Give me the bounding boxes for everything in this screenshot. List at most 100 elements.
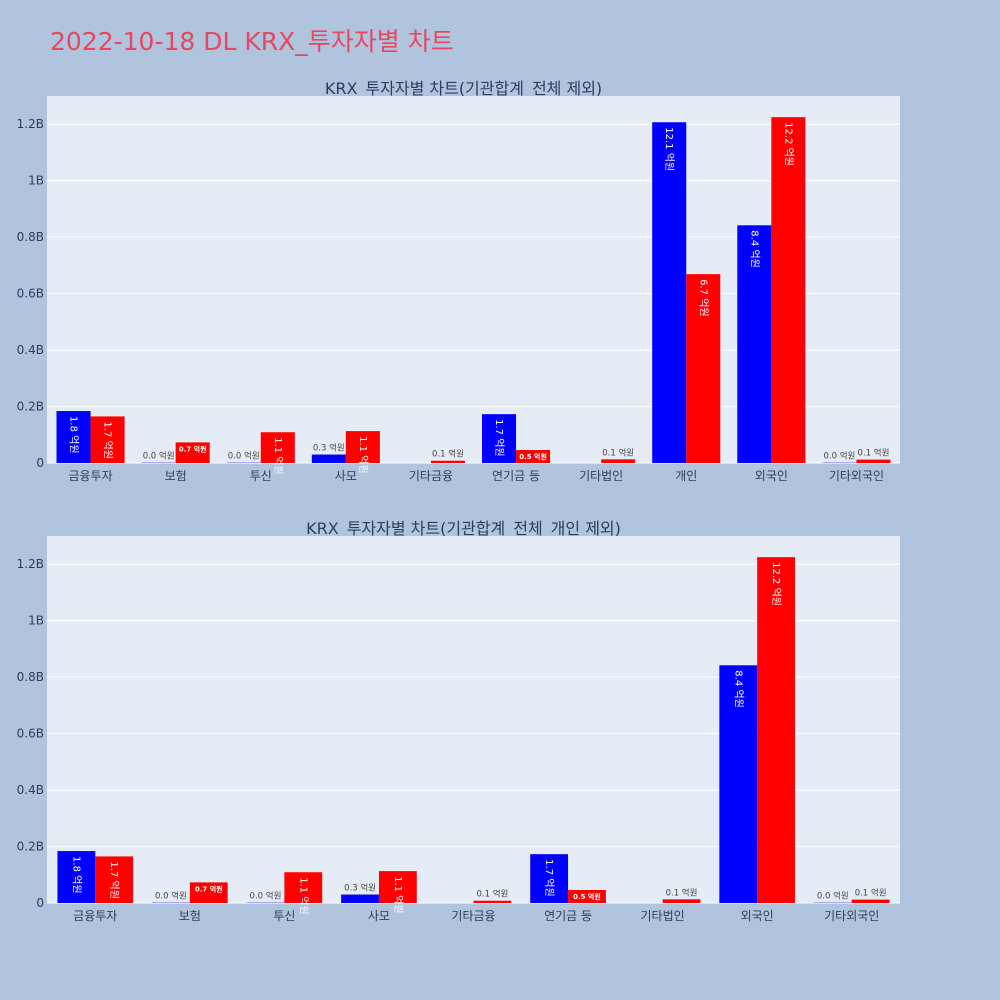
bar bbox=[430, 460, 465, 463]
bar bbox=[57, 851, 96, 903]
bar-label: 8.4 억원 bbox=[732, 670, 744, 707]
chart-institutional-excluded: KRX_투자자별 차트(기관합계_전체 제외) 0 0.2B 0.4B 0.6B 0.8B… bbox=[17, 79, 900, 483]
bar-label: 0.0 억원 bbox=[817, 891, 849, 902]
bar-label: 1.1 억원 bbox=[357, 436, 369, 473]
bar-label: 0.1 억원 bbox=[432, 449, 464, 460]
y-tick-label: 0.8B bbox=[17, 230, 44, 244]
x-tick-label: 보험 bbox=[179, 909, 201, 923]
bar bbox=[482, 414, 517, 463]
x-tick-label: 연기금 등 bbox=[544, 909, 592, 923]
x-tick-label: 연기금 등 bbox=[492, 469, 540, 483]
x-tick-label: 사모 bbox=[335, 469, 357, 483]
y-tick-label: 0.2B bbox=[17, 400, 44, 414]
y-tick-label: 1.2B bbox=[17, 117, 44, 131]
bar-label: 0.0 억원 bbox=[250, 891, 282, 902]
bar bbox=[341, 894, 379, 903]
bar bbox=[771, 117, 806, 463]
x-tick-label: 외국인 bbox=[755, 469, 788, 483]
bar bbox=[601, 459, 636, 463]
bar-label: 12.2 억원 bbox=[770, 562, 782, 606]
bar-label: 1.7 억원 bbox=[543, 859, 555, 896]
y-tick-label: 0.2B bbox=[17, 840, 44, 854]
bar-label: 0.7 억원 bbox=[195, 884, 223, 893]
bar bbox=[284, 872, 323, 903]
x-tick-label: 보험 bbox=[165, 469, 187, 483]
bar-label: 0.7 억원 bbox=[179, 444, 207, 453]
bar bbox=[568, 890, 606, 903]
bar bbox=[311, 454, 346, 463]
bar-label: 1.1 억원 bbox=[392, 876, 404, 913]
y-tick-label: 0.4B bbox=[17, 783, 44, 797]
bar-label: 8.4 억원 bbox=[748, 230, 760, 267]
bar-label: 0.0 억원 bbox=[823, 451, 855, 462]
bar bbox=[851, 899, 890, 903]
bar bbox=[652, 122, 687, 464]
x-tick-label: 사모 bbox=[368, 909, 390, 923]
y-tick-label: 0.8B bbox=[17, 670, 44, 684]
bar-label: 1.1 억원 bbox=[272, 437, 284, 474]
page-title: 2022-10-18 DL KRX_투자자별 차트 bbox=[50, 27, 454, 56]
bar-label: 1.8 억원 bbox=[68, 416, 80, 453]
bar-label: 0.0 억원 bbox=[228, 451, 260, 462]
bar-label: 0.3 억원 bbox=[344, 883, 376, 894]
bar bbox=[737, 225, 772, 463]
bar bbox=[516, 450, 551, 463]
y-tick-label: 0 bbox=[36, 456, 44, 470]
bar bbox=[473, 900, 512, 903]
bar-label: 0.1 억원 bbox=[858, 448, 890, 459]
bar bbox=[260, 432, 295, 463]
x-tick-label: 외국인 bbox=[741, 909, 774, 923]
bar bbox=[856, 459, 891, 463]
bar-label: 6.7 억원 bbox=[697, 279, 709, 316]
bar-label: 12.1 억원 bbox=[663, 127, 675, 171]
x-tick-label: 기타외국인 bbox=[829, 469, 884, 483]
y-tick-label: 0.4B bbox=[17, 343, 44, 357]
bar-label: 1.1 억원 bbox=[297, 877, 309, 914]
bar bbox=[719, 665, 758, 903]
bar bbox=[345, 431, 380, 463]
y-tick-label: 1B bbox=[28, 174, 44, 188]
x-tick-label: 투신 bbox=[250, 469, 272, 483]
bar-label: 0.5 억원 bbox=[519, 452, 547, 461]
bar-label: 0.0 억원 bbox=[155, 891, 187, 902]
x-tick-label: 기타법인 bbox=[579, 469, 623, 483]
chart-title: KRX_투자자별 차트(기관합계_전체 제외) bbox=[325, 79, 602, 99]
y-tick-label: 0.6B bbox=[17, 727, 44, 741]
x-tick-label: 투신 bbox=[273, 909, 295, 923]
x-tick-label: 개인 bbox=[675, 469, 697, 483]
y-tick-label: 1.2B bbox=[17, 557, 44, 571]
x-tick-label: 기타법인 bbox=[641, 909, 685, 923]
bar bbox=[189, 882, 228, 903]
bar-label: 1.7 억원 bbox=[108, 861, 120, 898]
bar-label: 1.7 억원 bbox=[493, 419, 505, 456]
x-tick-label: 기타외국인 bbox=[824, 909, 879, 923]
bar-label: 0.1 억원 bbox=[476, 889, 508, 900]
x-tick-label: 기타금융 bbox=[451, 909, 495, 923]
bar bbox=[530, 854, 569, 903]
y-tick-label: 0 bbox=[36, 896, 44, 910]
bar-label: 0.1 억원 bbox=[602, 447, 634, 458]
x-tick-label: 기타금융 bbox=[409, 469, 453, 483]
bar bbox=[95, 856, 134, 903]
bar bbox=[378, 871, 417, 903]
bar-label: 0.1 억원 bbox=[666, 887, 698, 898]
bar-label: 0.3 억원 bbox=[313, 443, 345, 454]
bar bbox=[56, 411, 91, 463]
bar bbox=[757, 557, 795, 903]
chart-institutional-individual-excluded: KRX_투자자별 차트(기관합계_전체_개인 제외) 0 0.2B 0.4B 0.6B 0… bbox=[17, 519, 900, 923]
x-tick-label: 금융투자 bbox=[73, 909, 117, 923]
bar-label: 1.8 억원 bbox=[70, 856, 82, 893]
bar-label: 0.1 억원 bbox=[855, 888, 887, 899]
bar-label: 1.7 억원 bbox=[102, 421, 114, 458]
bar-label: 0.5 억원 bbox=[573, 892, 601, 901]
bar bbox=[90, 416, 125, 463]
bar-label: 0.0 억원 bbox=[143, 451, 175, 462]
chart-title: KRX_투자자별 차트(기관합계_전체_개인 제외) bbox=[306, 519, 621, 539]
y-tick-label: 1B bbox=[28, 614, 44, 628]
y-tick-label: 0.6B bbox=[17, 287, 44, 301]
bar bbox=[686, 274, 721, 463]
x-tick-label: 금융투자 bbox=[68, 469, 112, 483]
bar bbox=[175, 442, 210, 463]
bar bbox=[662, 899, 701, 903]
bar-label: 12.2 억원 bbox=[782, 122, 794, 166]
